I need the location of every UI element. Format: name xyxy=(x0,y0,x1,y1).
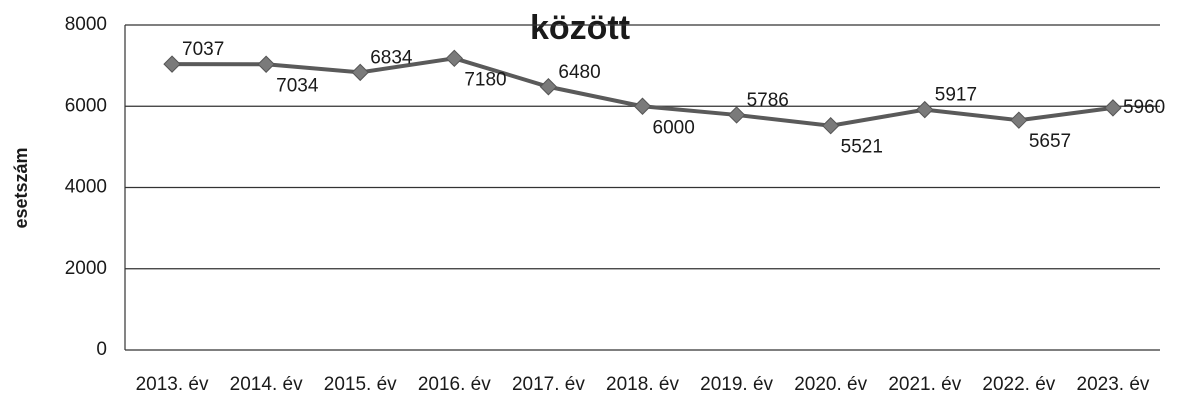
x-tick-label: 2023. év xyxy=(1077,374,1150,395)
y-tick-label: 2000 xyxy=(65,258,107,279)
point-marker xyxy=(163,55,181,73)
point-marker xyxy=(633,97,652,115)
x-tick-label: 2016. év xyxy=(418,374,491,395)
point-marker xyxy=(539,78,558,96)
point-marker xyxy=(1010,111,1028,129)
data-label: 7034 xyxy=(276,75,319,96)
point-marker xyxy=(916,100,934,119)
x-tick-label: 2022. év xyxy=(982,374,1055,395)
x-tick-label: 2020. év xyxy=(794,374,867,395)
y-tick-label: 8000 xyxy=(65,14,107,35)
point-marker xyxy=(1104,99,1122,117)
data-label: 5521 xyxy=(841,137,883,158)
x-tick-label: 2015. év xyxy=(324,374,397,395)
x-tick-label: 2013. év xyxy=(136,374,209,395)
x-tick-label: 2014. év xyxy=(230,374,303,395)
y-tick-label: 0 xyxy=(96,339,107,360)
data-label: 5657 xyxy=(1029,131,1071,152)
point-marker xyxy=(821,117,840,135)
point-marker xyxy=(351,63,369,82)
y-tick-label: 6000 xyxy=(65,95,107,116)
x-tick-label: 2018. év xyxy=(606,374,679,395)
point-marker xyxy=(257,55,275,73)
y-axis-label: esetszám xyxy=(11,147,31,228)
x-tick-label: 2017. év xyxy=(512,374,585,395)
x-tick-label: 2019. év xyxy=(700,374,773,395)
point-marker xyxy=(445,49,464,68)
data-label: 6834 xyxy=(370,47,413,68)
data-label: 7037 xyxy=(182,39,224,60)
data-label: 5917 xyxy=(935,85,977,106)
data-label: 5786 xyxy=(747,90,789,111)
y-tick-label: 4000 xyxy=(65,177,107,198)
data-label: 7180 xyxy=(464,69,506,90)
point-marker xyxy=(727,106,746,124)
data-label: 6480 xyxy=(558,62,600,83)
data-label: 5960 xyxy=(1123,97,1165,118)
x-tick-label: 2021. év xyxy=(888,374,961,395)
chart-title: között xyxy=(530,9,630,47)
data-label: 6000 xyxy=(653,117,695,138)
